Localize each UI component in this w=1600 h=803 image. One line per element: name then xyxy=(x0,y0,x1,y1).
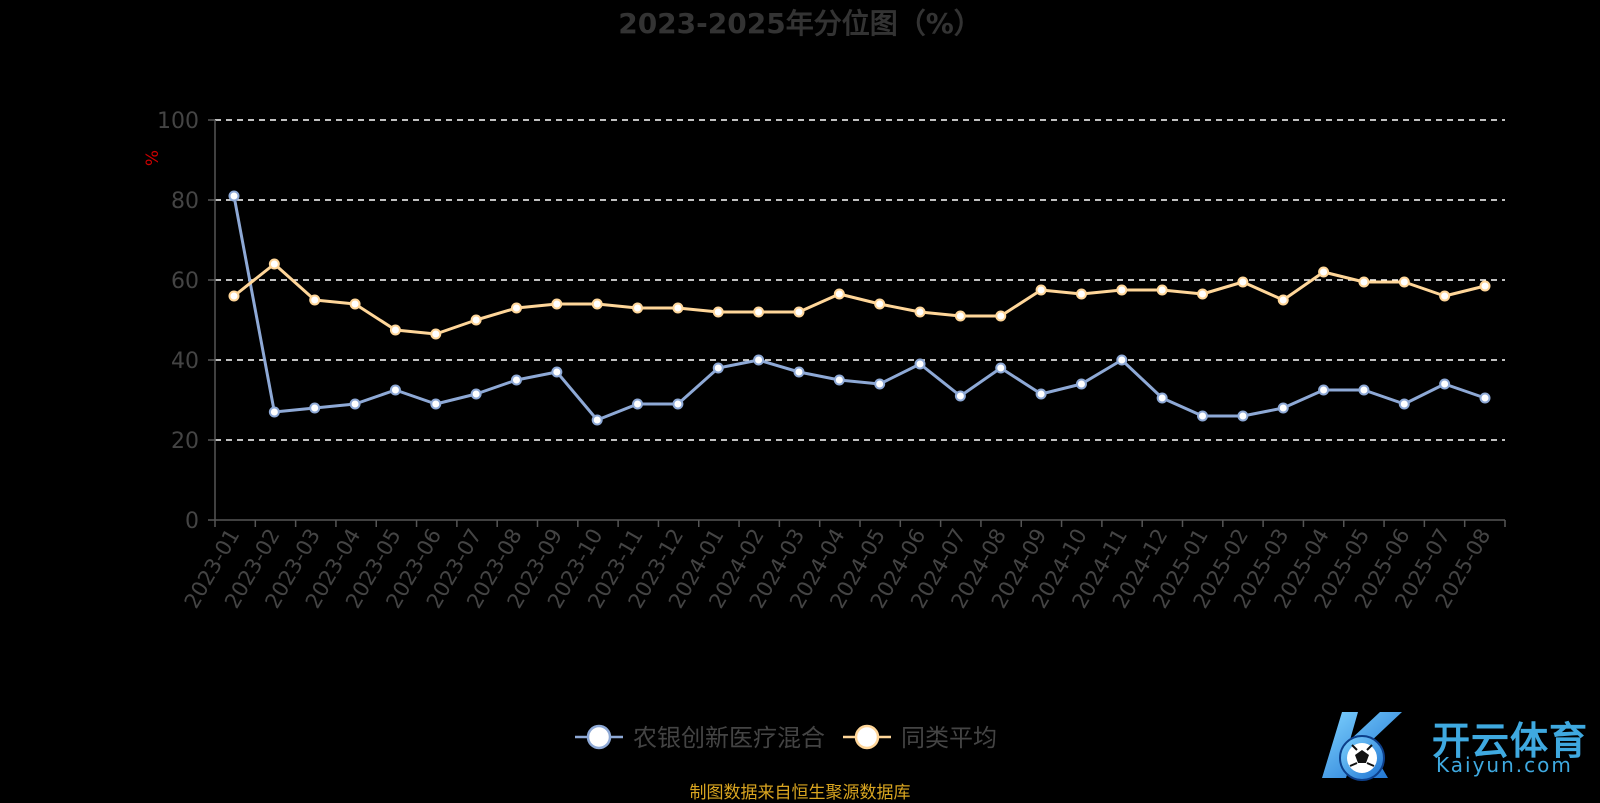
data-point-series-1 xyxy=(1358,384,1370,396)
data-point-series-1 xyxy=(793,366,805,378)
data-point-series-1 xyxy=(874,378,886,390)
legend-label: 同类平均 xyxy=(901,724,997,752)
data-point-series-2 xyxy=(753,306,765,318)
data-point-series-1 xyxy=(833,374,845,386)
data-point-series-1 xyxy=(470,388,482,400)
data-point-series-1 xyxy=(430,398,442,410)
y-tick-label: 100 xyxy=(157,109,199,134)
data-point-series-2 xyxy=(228,290,240,302)
data-point-series-2 xyxy=(1439,290,1451,302)
data-point-series-2 xyxy=(591,298,603,310)
data-point-series-2 xyxy=(1318,266,1330,278)
data-point-series-2 xyxy=(349,298,361,310)
data-point-series-1 xyxy=(1156,392,1168,404)
data-point-series-1 xyxy=(349,398,361,410)
kaiyun-logo xyxy=(1322,712,1402,781)
data-point-series-1 xyxy=(228,190,240,202)
data-point-series-2 xyxy=(1398,276,1410,288)
data-point-series-2 xyxy=(389,324,401,336)
data-point-series-2 xyxy=(551,298,563,310)
data-point-series-1 xyxy=(389,384,401,396)
data-point-series-2 xyxy=(1197,288,1209,300)
data-point-series-1 xyxy=(1398,398,1410,410)
watermark-brand-cn: 开云体育 xyxy=(1432,719,1589,763)
y-tick-label: 60 xyxy=(171,269,199,294)
source-note: 制图数据来自恒生聚源数据库 xyxy=(689,783,911,803)
data-point-series-2 xyxy=(995,310,1007,322)
data-point-series-1 xyxy=(1237,410,1249,422)
data-point-series-2 xyxy=(430,328,442,340)
data-point-series-1 xyxy=(551,366,563,378)
data-point-series-2 xyxy=(954,310,966,322)
data-point-series-1 xyxy=(591,414,603,426)
y-tick-label: 20 xyxy=(171,429,199,454)
data-point-series-1 xyxy=(632,398,644,410)
series-line-2 xyxy=(233,262,1486,336)
data-point-series-2 xyxy=(510,302,522,314)
data-point-series-2 xyxy=(470,314,482,326)
y-tick-label: 40 xyxy=(171,349,199,374)
watermark-brand-en: Kaiyun.com xyxy=(1436,753,1573,777)
data-point-series-2 xyxy=(1479,280,1491,292)
data-point-series-1 xyxy=(1197,410,1209,422)
data-point-series-1 xyxy=(712,362,724,374)
data-point-series-2 xyxy=(632,302,644,314)
data-point-series-1 xyxy=(954,390,966,402)
data-point-series-2 xyxy=(1237,276,1249,288)
data-point-series-2 xyxy=(1116,284,1128,296)
y-tick-label: 0 xyxy=(185,509,199,534)
data-point-series-1 xyxy=(1277,402,1289,414)
chart-title: 2023-2025年分位图（%） xyxy=(618,7,982,40)
data-point-series-1 xyxy=(753,354,765,366)
legend-label: 农银创新医疗混合 xyxy=(633,724,825,752)
data-point-series-2 xyxy=(1277,294,1289,306)
data-point-series-1 xyxy=(1075,378,1087,390)
data-point-series-2 xyxy=(1035,284,1047,296)
data-point-series-2 xyxy=(874,298,886,310)
data-point-series-2 xyxy=(309,294,321,306)
y-axis-label: % xyxy=(143,150,163,166)
legend-marker xyxy=(586,724,612,750)
data-point-series-2 xyxy=(833,288,845,300)
legend-marker xyxy=(854,724,880,750)
series-line-1 xyxy=(232,195,1486,422)
y-tick-label: 80 xyxy=(171,189,199,214)
data-point-series-2 xyxy=(793,306,805,318)
data-point-series-1 xyxy=(672,398,684,410)
data-point-series-1 xyxy=(268,406,280,418)
data-point-series-2 xyxy=(1156,284,1168,296)
data-point-series-2 xyxy=(672,302,684,314)
data-point-series-1 xyxy=(914,358,926,370)
data-point-series-1 xyxy=(1439,378,1451,390)
data-point-series-2 xyxy=(914,306,926,318)
data-point-series-2 xyxy=(712,306,724,318)
data-point-series-2 xyxy=(1075,288,1087,300)
data-point-series-1 xyxy=(1116,354,1128,366)
data-point-series-1 xyxy=(309,402,321,414)
data-point-series-1 xyxy=(1479,392,1491,404)
data-point-series-2 xyxy=(1358,276,1370,288)
data-point-series-1 xyxy=(1318,384,1330,396)
data-point-series-1 xyxy=(995,362,1007,374)
data-point-series-2 xyxy=(268,258,280,270)
data-point-series-1 xyxy=(510,374,522,386)
data-point-series-1 xyxy=(1035,388,1047,400)
